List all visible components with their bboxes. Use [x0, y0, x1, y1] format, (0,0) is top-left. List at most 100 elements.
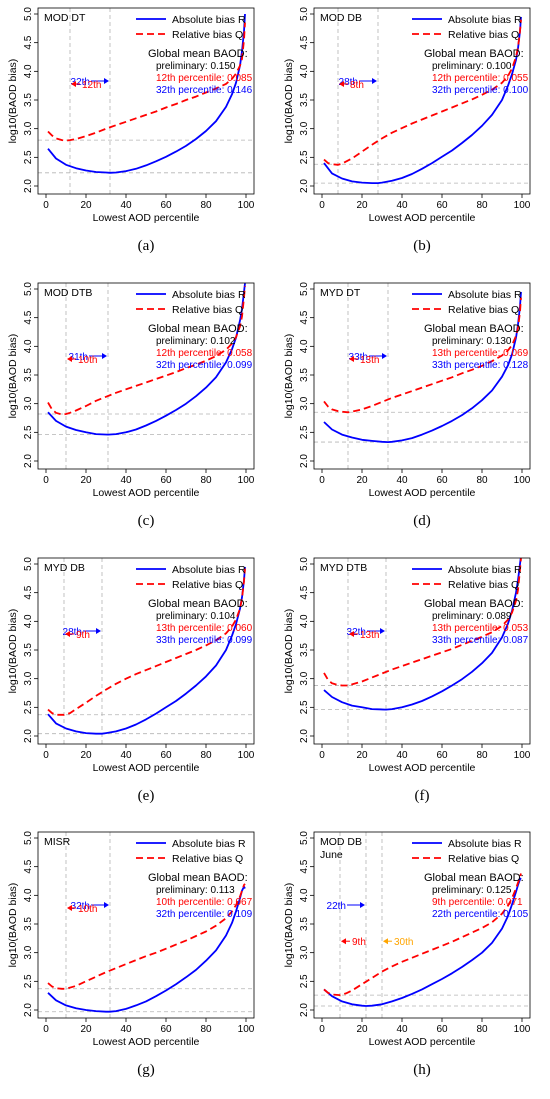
- y-axis-title: log10(BAOD bias): [7, 609, 19, 694]
- x-tick-label: 100: [238, 750, 255, 761]
- annotation-title: Global mean BAOD:: [148, 323, 248, 335]
- y-tick-label: 4.0: [23, 64, 34, 78]
- series-group: [323, 16, 522, 185]
- panel-source-label: MISR: [44, 836, 71, 848]
- x-tick-label: 0: [319, 200, 325, 211]
- legend-label: Absolute bias R: [172, 564, 246, 576]
- y-tick-label: 2.0: [23, 729, 34, 743]
- x-tick-label: 20: [356, 475, 368, 486]
- min-r-percentile-label: 31th: [69, 352, 88, 363]
- min-q-percentile-label: 9th: [352, 937, 366, 948]
- series-line-relative-bias-q: [47, 568, 246, 716]
- y-tick-label: 3.5: [299, 643, 310, 657]
- series-line-relative-bias-q: [323, 558, 522, 687]
- y-tick-label: 3.0: [299, 945, 310, 959]
- panel-source-label: MOD DT: [44, 12, 86, 24]
- annotation-title: Global mean BAOD:: [148, 48, 248, 60]
- y-tick-label: 5.0: [23, 831, 34, 845]
- min-r-arrow-head: [102, 353, 107, 359]
- series-group: [47, 13, 246, 174]
- legend-label: Relative bias Q: [448, 853, 519, 865]
- y-tick-label: 4.5: [299, 859, 310, 873]
- x-tick-label: 40: [396, 475, 408, 486]
- x-tick-label: 100: [238, 200, 255, 211]
- x-tick-label: 0: [43, 1024, 49, 1035]
- x-tick-label: 60: [436, 750, 448, 761]
- min-r-arrow-head: [372, 78, 377, 84]
- y-tick-label: 4.0: [299, 614, 310, 628]
- legend-label: Relative bias Q: [172, 304, 243, 316]
- annotation-title: Global mean BAOD:: [424, 323, 524, 335]
- legend-label: Absolute bias R: [448, 14, 522, 26]
- panel-letter: (g): [137, 1062, 155, 1078]
- panel-letter: (h): [413, 1062, 431, 1078]
- y-axis-title: log10(BAOD bias): [7, 59, 19, 144]
- y-tick-label: 4.0: [299, 64, 310, 78]
- y-axis-title: log10(BAOD bias): [283, 334, 295, 419]
- min-q-percentile-label: 8th: [350, 80, 364, 91]
- legend-label: Relative bias Q: [448, 29, 519, 41]
- min-r-percentile-label: 32th: [71, 77, 90, 88]
- y-tick-label: 5.0: [299, 7, 310, 21]
- min-r-percentile-label: 28th: [339, 77, 358, 88]
- y-tick-label: 3.5: [23, 643, 34, 657]
- legend-label: Relative bias Q: [172, 853, 243, 865]
- annotation-line: 10th percentile: 0.067: [156, 897, 253, 908]
- x-tick-label: 0: [319, 1024, 325, 1035]
- annotation-line: 32th percentile: 0.109: [156, 909, 253, 920]
- annotation-line: 33th percentile: 0.099: [156, 635, 253, 646]
- y-tick-label: 4.5: [23, 585, 34, 599]
- legend-label: Absolute bias R: [172, 289, 246, 301]
- x-tick-label: 100: [514, 750, 531, 761]
- series-line-relative-bias-q: [47, 286, 246, 416]
- min-r-percentile-label: 28th: [63, 627, 82, 638]
- x-axis-title: Lowest AOD percentile: [369, 487, 476, 499]
- annotation-line: preliminary: 0.125: [432, 885, 512, 896]
- y-tick-label: 2.0: [23, 179, 34, 193]
- x-axis-title: Lowest AOD percentile: [369, 212, 476, 224]
- x-tick-label: 40: [396, 1024, 408, 1035]
- series-line-relative-bias-q: [47, 883, 246, 990]
- series-line-relative-bias-q: [323, 297, 522, 414]
- x-tick-label: 20: [356, 750, 368, 761]
- min-r-arrow-head: [96, 628, 101, 634]
- y-tick-label: 4.0: [23, 339, 34, 353]
- min-q-arrow-head: [65, 630, 70, 637]
- x-tick-label: 20: [356, 200, 368, 211]
- panel-source-label: MOD DB: [320, 836, 362, 848]
- y-axis-title: log10(BAOD bias): [283, 59, 295, 144]
- annotation-line: preliminary: 0.100: [432, 61, 512, 72]
- annotation-title: Global mean BAOD:: [424, 598, 524, 610]
- min-r-percentile-label: 32th: [347, 627, 366, 638]
- annotation-title: Global mean BAOD:: [424, 872, 524, 884]
- annotation-line: preliminary: 0.130: [432, 336, 512, 347]
- x-tick-label: 60: [160, 1024, 172, 1035]
- y-tick-label: 2.5: [299, 974, 310, 988]
- y-tick-label: 4.5: [23, 310, 34, 324]
- x-tick-label: 100: [238, 475, 255, 486]
- panel-source-label: MYD DT: [320, 287, 361, 299]
- x-tick-label: 40: [396, 200, 408, 211]
- y-tick-label: 5.0: [23, 282, 34, 296]
- min-q-arrow-head: [67, 904, 72, 911]
- y-tick-label: 3.5: [23, 917, 34, 931]
- x-tick-label: 0: [43, 750, 49, 761]
- chart-panel-c: 0 20 40 60 80 100 2.0 2.5 3.0 3.5 4.0 4.5 5.0 Lowest …: [7, 282, 255, 529]
- min-q-percentile-label: 9th: [76, 630, 90, 641]
- y-tick-label: 2.0: [23, 1003, 34, 1017]
- min-r-arrow-head: [360, 902, 365, 908]
- min-q-arrow-head: [67, 355, 72, 362]
- x-tick-label: 0: [43, 475, 49, 486]
- x-tick-label: 40: [120, 475, 132, 486]
- x-tick-label: 80: [476, 1024, 488, 1035]
- y-tick-label: 3.0: [23, 396, 34, 410]
- x-axis-title: Lowest AOD percentile: [93, 1036, 200, 1048]
- panel-source-label: June: [320, 849, 343, 861]
- x-tick-label: 60: [436, 200, 448, 211]
- y-tick-label: 2.0: [23, 454, 34, 468]
- annotation-line: 12th percentile: 0.055: [432, 73, 529, 84]
- min-q-arrow-head: [341, 938, 346, 945]
- x-tick-label: 80: [200, 1024, 212, 1035]
- y-tick-label: 4.0: [23, 614, 34, 628]
